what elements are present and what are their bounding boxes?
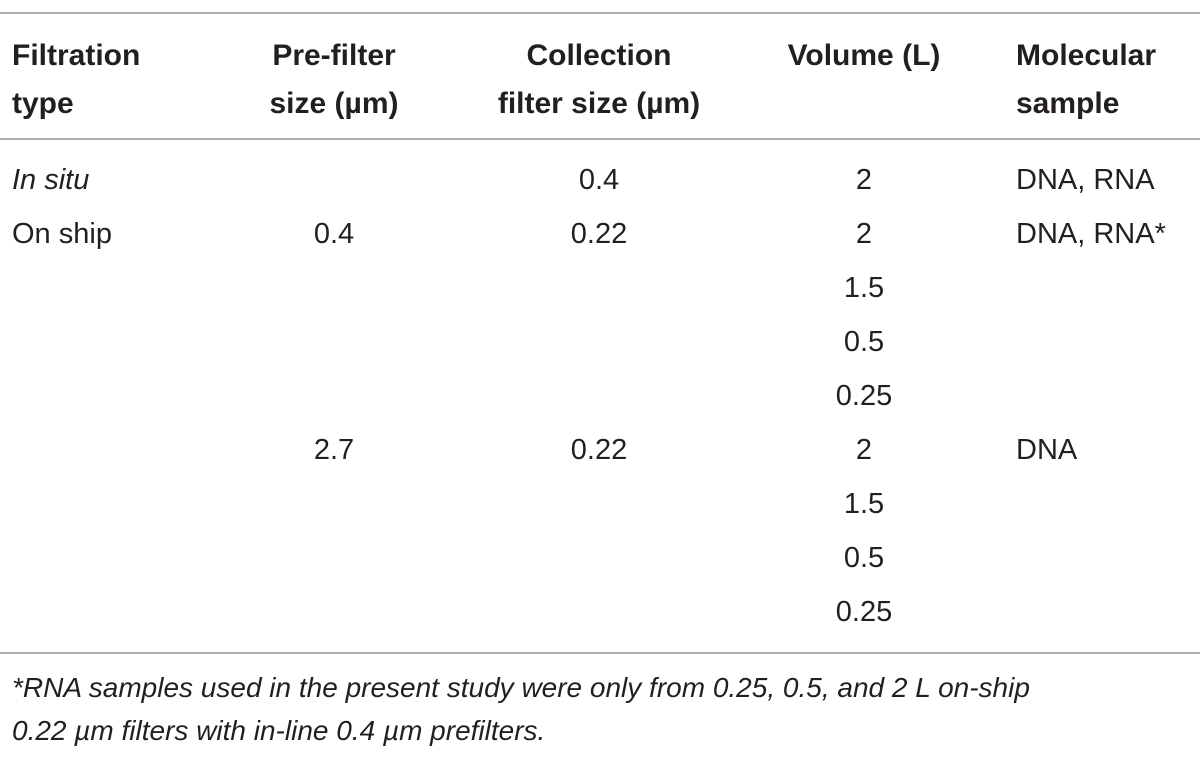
header-prefilter-size: Pre-filter size (µm): [234, 32, 434, 128]
cell-sample: DNA, RNA*: [1016, 218, 1166, 250]
footnote-line: 0.22 µm filters with in-line 0.4 µm pref…: [12, 715, 546, 746]
table-footnote: *RNA samples used in the present study w…: [12, 666, 1192, 752]
cell-volume: 0.5: [843, 326, 885, 358]
header-collection-filter-size: Collection filter size (µm): [474, 32, 724, 128]
header-line: filter size (µm): [497, 87, 701, 120]
cell-volume: 0.25: [835, 380, 893, 412]
cell-volume: 0.5: [843, 542, 885, 574]
cell-volume: 2: [855, 434, 873, 466]
cell-collection: 0.4: [578, 164, 620, 196]
cell-collection: 0.22: [570, 218, 628, 250]
cell-volume: 0.25: [835, 596, 893, 628]
header-volume: Volume (L): [764, 32, 964, 80]
header-line: Molecular: [1016, 39, 1157, 72]
header-line: sample: [1016, 87, 1120, 120]
header-line: size (µm): [269, 87, 399, 120]
cell-filtration-type: In situ: [12, 164, 90, 196]
header-molecular-sample: Molecular sample: [1016, 32, 1156, 128]
cell-volume: 2: [855, 164, 873, 196]
header-line: Collection: [526, 39, 672, 72]
cell-volume: 1.5: [843, 272, 885, 304]
table-bottom-rule: [0, 652, 1200, 654]
header-line: Volume (L): [787, 39, 941, 72]
cell-volume: 1.5: [843, 488, 885, 520]
cell-prefilter: 0.4: [313, 218, 355, 250]
header-filtration-type: Filtration type: [12, 32, 140, 128]
table-top-rule: [0, 12, 1200, 14]
cell-filtration-type: On ship: [12, 218, 112, 250]
cell-sample: DNA, RNA: [1016, 164, 1155, 196]
header-line: Pre-filter: [272, 39, 396, 72]
header-line: type: [12, 87, 74, 120]
cell-volume: 2: [855, 218, 873, 250]
table-header-rule: [0, 138, 1200, 140]
footnote-line: *RNA samples used in the present study w…: [12, 672, 1030, 703]
cell-collection: 0.22: [570, 434, 628, 466]
header-line: Filtration: [12, 39, 141, 72]
cell-sample: DNA: [1016, 434, 1078, 466]
cell-prefilter: 2.7: [313, 434, 355, 466]
